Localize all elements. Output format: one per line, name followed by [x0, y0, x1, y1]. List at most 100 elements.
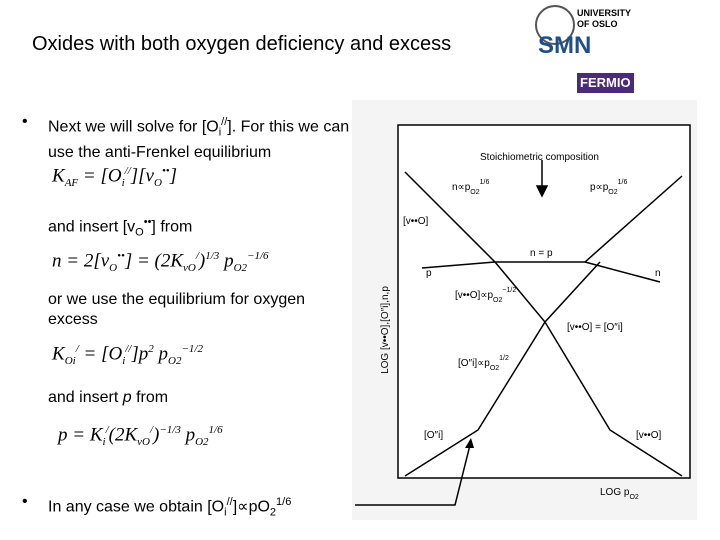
text: p: [153, 343, 169, 365]
text: Oi: [64, 355, 76, 368]
text: ••: [161, 165, 170, 177]
text: In any case we obtain [O: [48, 498, 225, 516]
text: ): [153, 424, 160, 446]
text: i: [102, 436, 106, 449]
p-line: [421, 261, 496, 269]
text: ]p: [131, 343, 149, 365]
text: O2: [490, 365, 499, 372]
text: /: [75, 343, 79, 355]
text: /: [195, 250, 199, 262]
text: 2: [148, 343, 154, 355]
seal: [535, 5, 575, 45]
text: ] from: [151, 218, 193, 236]
text: ]. For this we can use the anti-Frenkel …: [48, 118, 350, 161]
text: O2: [608, 189, 617, 196]
text: 1/3: [205, 250, 220, 262]
text: and insert [v: [48, 218, 136, 236]
label: n = p: [530, 248, 553, 259]
text: = [O: [78, 343, 123, 365]
text: LOG p: [600, 487, 630, 498]
logo-smn: SMN: [538, 32, 592, 59]
label: Stoichiometric composition: [480, 152, 599, 163]
bullet: •: [22, 493, 28, 510]
text: O2: [195, 436, 209, 449]
text: 1/2: [499, 355, 509, 362]
oi-line: [494, 261, 683, 477]
label: [v••O]∝pO2−1/2: [455, 287, 516, 304]
label: [O″i]∝pO21/2: [458, 355, 509, 372]
plot-frame: [397, 124, 691, 479]
text: O2: [470, 189, 479, 196]
text: O: [154, 177, 162, 190]
text: 1/6: [618, 179, 628, 186]
text: (2K: [108, 424, 138, 446]
x-axis-label: LOG pO2: [600, 487, 639, 501]
text: = [O: [78, 165, 122, 187]
text: O: [135, 226, 144, 239]
text: and insert p from: [48, 388, 168, 408]
text: 1/6: [480, 179, 490, 186]
label: n: [655, 268, 661, 279]
text: AF: [64, 177, 79, 190]
text: K: [52, 165, 65, 187]
text: //: [221, 116, 228, 128]
text: O2: [168, 355, 182, 368]
pointer-head: [465, 438, 474, 448]
text: O2: [629, 494, 638, 501]
text: p∝p: [590, 182, 609, 193]
text: −1/2: [502, 287, 516, 294]
equation: p = Ki/(2KvO/)−1/3 pO21/6: [58, 424, 223, 448]
text: Next we will solve for [O: [48, 118, 219, 136]
text: vO: [183, 262, 196, 275]
text: −1/3: [159, 424, 181, 436]
text: p: [122, 389, 132, 406]
text: [O″i]∝p: [458, 358, 490, 369]
text: p: [219, 250, 234, 272]
bullet-text: In any case we obtain [Oi//]∝pO21/6: [48, 492, 291, 523]
text: and insert: [48, 389, 123, 406]
label: [v••O]: [636, 430, 662, 441]
arrow-head: [535, 185, 549, 198]
text: O2: [233, 262, 248, 275]
label: [v••O]: [403, 216, 429, 227]
equation: KOi/ = [Oi//]p2 pO2−1/2: [52, 343, 203, 367]
text: ••: [117, 250, 125, 262]
text: 1/6: [208, 424, 223, 436]
text: ]∝pO: [232, 498, 270, 516]
text: and insert [vO••] from: [48, 212, 192, 243]
text: K: [52, 343, 65, 365]
text: −1/2: [181, 343, 203, 355]
logo-fermio: FERMIO: [577, 73, 634, 93]
equation: KAF = [Oi//][vO••]: [52, 165, 177, 189]
label: [v••O] = [O″i]: [567, 322, 623, 333]
text: //: [124, 165, 131, 177]
text: −1/6: [247, 250, 269, 262]
text: //: [226, 496, 233, 508]
bullet-text: Next we will solve for [Oi//]. For this …: [48, 112, 358, 163]
n-line: [404, 171, 683, 263]
equation: n = 2[vO••] = (2KvO/)1/3 pO2−1/6: [52, 250, 269, 274]
text: ] = (2K: [124, 250, 184, 272]
text: 1/6: [276, 496, 292, 508]
text: vO: [137, 436, 150, 449]
text: p: [180, 424, 196, 446]
text: from: [131, 389, 169, 406]
text: ): [198, 250, 206, 272]
y-axis-label: LOG [v••O],[O″i],n,p: [380, 286, 391, 374]
text: O2: [493, 297, 502, 304]
text: ]: [169, 165, 178, 187]
text: i: [224, 506, 227, 519]
label: [O″i]: [424, 430, 443, 441]
logo-university: UNIVERSITY OF OSLO: [577, 8, 631, 29]
text: n = 2[v: [52, 250, 110, 272]
text: 2: [269, 506, 277, 519]
text: [v••O]∝p: [455, 290, 493, 301]
text: /: [149, 424, 154, 436]
label: p: [426, 268, 432, 279]
text: ][v: [130, 165, 154, 187]
text: or we use the equilibrium for oxygen exc…: [48, 291, 306, 328]
label: n∝pO21/6: [452, 179, 489, 196]
bullet: •: [22, 113, 28, 130]
